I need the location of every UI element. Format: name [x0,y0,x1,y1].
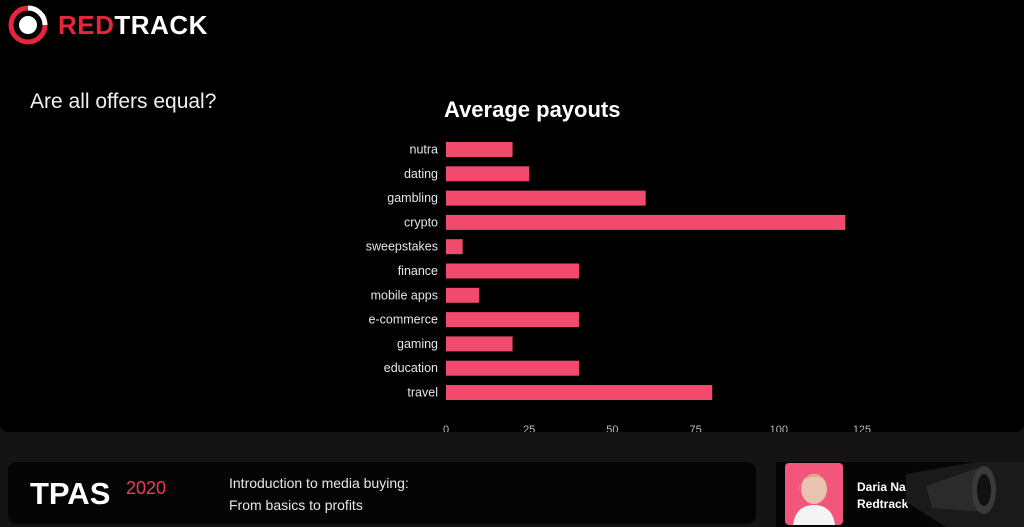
slide-question: Are all offers equal? [30,90,217,113]
speaker-company: Redtrack [857,497,909,511]
chart-title: Average payouts [444,97,621,122]
category-label: travel [407,386,438,400]
talk-title-line1: Introduction to media buying: [229,475,409,491]
person-icon [793,474,835,525]
category-label: education [384,361,438,375]
bar-chart: nutra dating gambling crypto sweepstakes fina… [366,142,871,432]
bar-e-commerce [446,312,580,328]
bar-finance [446,263,580,279]
x-tick-label: 125 [853,424,871,432]
slide: REDTRACK Are all offers equal? Average p… [0,0,1024,432]
bar-travel [446,385,713,400]
x-tick-label: 25 [523,424,535,432]
bar-gambling [446,190,646,206]
redtrack-logo-icon [8,5,48,45]
x-tick-label: 50 [606,424,618,432]
x-tick-label: 100 [770,424,788,432]
bar-nutra [446,142,513,157]
category-label: mobile apps [371,288,438,302]
bar-crypto [446,214,846,230]
category-label: nutra [410,143,439,157]
category-label: e-commerce [369,313,439,327]
bar-education [446,360,580,376]
talk-title-line2: From basics to profits [229,497,363,513]
brand-name: REDTRACK [58,9,208,40]
category-label: dating [404,167,438,181]
megaphone-icon [906,462,1024,527]
bar-sweepstakes [446,239,463,255]
category-label: crypto [404,215,438,229]
event-year: 2020 [126,478,167,498]
speaker-panel: Daria Nazarova Redtrack [776,462,1024,527]
bar-gaming [446,336,513,352]
bar-mobile-apps [446,287,480,303]
category-label: sweepstakes [366,240,438,254]
event-name: TPAS [30,476,111,511]
x-tick-label: 75 [689,424,701,432]
category-label: finance [398,264,438,278]
x-tick-label: 0 [443,424,449,432]
bar-dating [446,166,530,182]
talk-title: Introduction to media buying: From basic… [229,472,409,516]
speaker-avatar [785,463,843,525]
category-label: gambling [387,191,438,205]
talk-banner: TPAS 2020 Introduction to media buying: … [8,462,756,524]
category-label: gaming [397,337,438,351]
redtrack-logo: REDTRACK [8,4,208,46]
